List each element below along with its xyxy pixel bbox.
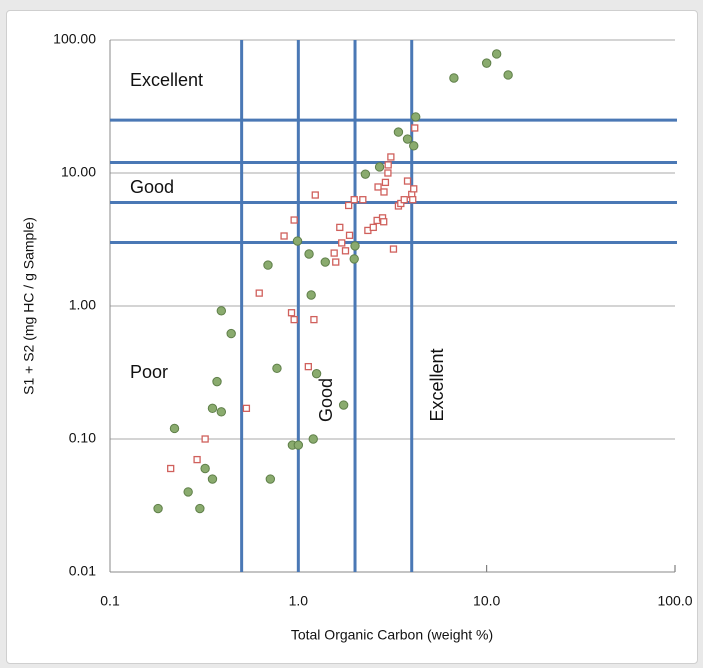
data-point bbox=[350, 241, 360, 251]
zone-label: Good bbox=[130, 177, 174, 197]
data-point bbox=[195, 503, 205, 514]
data-point bbox=[293, 440, 304, 450]
data-point bbox=[402, 134, 413, 144]
data-point bbox=[207, 474, 218, 484]
data-point bbox=[304, 362, 312, 371]
data-point bbox=[341, 247, 350, 255]
x-tick-label: 0.1 bbox=[100, 593, 120, 609]
y-tick-label: 0.01 bbox=[69, 563, 96, 579]
x-tick-label: 1.0 bbox=[289, 593, 309, 609]
data-point bbox=[345, 231, 354, 239]
data-point bbox=[201, 435, 209, 443]
data-point bbox=[387, 153, 395, 161]
data-point bbox=[384, 161, 392, 169]
data-point bbox=[212, 376, 222, 387]
data-point bbox=[292, 236, 303, 246]
data-point bbox=[226, 328, 236, 339]
data-point bbox=[349, 254, 359, 264]
data-point bbox=[265, 474, 276, 484]
data-point bbox=[290, 315, 298, 324]
data-point bbox=[311, 368, 322, 379]
data-point bbox=[411, 124, 419, 132]
data-point bbox=[389, 245, 398, 253]
data-point bbox=[360, 169, 371, 179]
data-point bbox=[169, 423, 180, 434]
data-point bbox=[216, 306, 227, 316]
data-point bbox=[320, 257, 330, 267]
data-point bbox=[200, 463, 210, 474]
x-tick-label: 100.0 bbox=[657, 593, 692, 609]
data-point bbox=[369, 223, 377, 232]
data-point bbox=[350, 196, 358, 204]
data-point bbox=[449, 73, 459, 83]
data-point bbox=[393, 127, 404, 137]
data-point bbox=[306, 290, 316, 300]
data-point bbox=[280, 232, 288, 240]
data-point bbox=[193, 455, 201, 464]
data-point bbox=[272, 363, 282, 374]
data-point bbox=[308, 434, 318, 444]
data-point bbox=[153, 503, 163, 514]
data-point bbox=[242, 404, 251, 413]
data-point bbox=[411, 112, 421, 122]
data-point bbox=[183, 487, 193, 497]
data-point bbox=[503, 70, 513, 80]
data-point bbox=[311, 191, 319, 199]
x-tick-label: 10.0 bbox=[473, 593, 500, 609]
data-point bbox=[381, 178, 390, 187]
data-point bbox=[332, 258, 340, 266]
zone-label: Good bbox=[316, 378, 336, 422]
data-point bbox=[263, 260, 273, 270]
zone-label: Poor bbox=[130, 362, 168, 382]
y-tick-label: 0.10 bbox=[69, 430, 96, 446]
x-axis-title: Total Organic Carbon (weight %) bbox=[291, 627, 493, 643]
y-axis-title: S1 + S2 (mg HC / g Sample) bbox=[21, 217, 37, 395]
data-point bbox=[304, 249, 314, 259]
data-point bbox=[290, 216, 298, 224]
data-point bbox=[287, 309, 296, 317]
zone-label: Excellent bbox=[427, 348, 447, 421]
data-point bbox=[207, 403, 218, 414]
y-tick-label: 10.00 bbox=[61, 164, 96, 180]
y-tick-label: 1.00 bbox=[69, 297, 96, 313]
data-point bbox=[255, 289, 263, 297]
data-point bbox=[338, 239, 346, 247]
data-point bbox=[384, 169, 392, 177]
data-point bbox=[380, 188, 388, 196]
data-point bbox=[410, 185, 418, 193]
data-point bbox=[167, 464, 175, 473]
data-point bbox=[400, 196, 408, 204]
data-point bbox=[374, 183, 382, 191]
data-point bbox=[409, 141, 419, 151]
data-point bbox=[409, 196, 417, 204]
data-point bbox=[374, 162, 385, 172]
data-point bbox=[481, 58, 492, 68]
data-point bbox=[330, 249, 338, 257]
zone-label: Excellent bbox=[130, 70, 203, 90]
data-point bbox=[310, 315, 318, 324]
data-point bbox=[336, 223, 344, 232]
data-point bbox=[338, 400, 349, 410]
data-point bbox=[380, 218, 388, 226]
data-point bbox=[345, 201, 353, 210]
data-point bbox=[491, 49, 502, 59]
y-tick-label: 100.00 bbox=[53, 31, 96, 47]
data-point bbox=[403, 177, 412, 185]
data-point bbox=[216, 407, 227, 417]
data-point bbox=[359, 196, 367, 204]
